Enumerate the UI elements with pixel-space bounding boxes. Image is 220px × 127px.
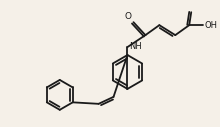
Text: O: O	[125, 12, 132, 21]
Text: NH: NH	[129, 42, 142, 51]
Text: OH: OH	[204, 21, 217, 30]
